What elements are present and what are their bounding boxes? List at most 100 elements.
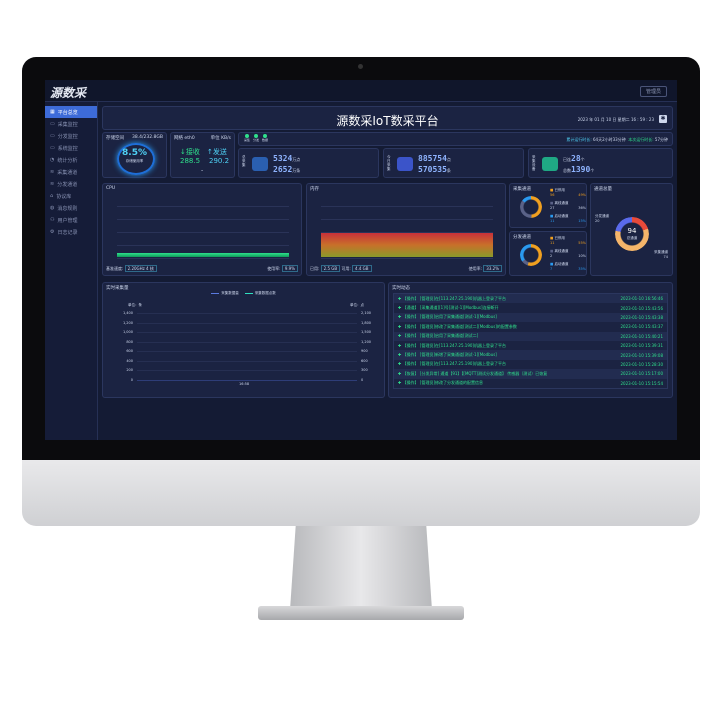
legend-marker bbox=[211, 293, 220, 294]
totals-unit-2: 个 bbox=[590, 168, 595, 173]
channel-stat-pct: 15% bbox=[578, 219, 586, 223]
status-light-label: 采集 bbox=[244, 138, 251, 142]
activity-row[interactable]: ✚ 【操作】 [管理员]启用了采集通道[测试-1][Modbus] 2023-01… bbox=[394, 312, 667, 323]
sidebar-item[interactable]: ◍ 消息规则 bbox=[45, 202, 97, 214]
sidebar-item[interactable]: ▭ 采集监控 bbox=[45, 118, 97, 130]
network-unit: 单位 KB/s bbox=[210, 136, 231, 141]
y-tick-right: 600 bbox=[361, 358, 368, 363]
logo: 源数采 bbox=[50, 86, 87, 100]
channel-stat-count: 56 bbox=[550, 193, 555, 197]
realtime-collect-chart: 实时采集量 采集数据量 采集数据点数 单位：条 单位：点 1,400 2,100 1… bbox=[102, 282, 385, 398]
mem-avail: 4.4 GB bbox=[352, 265, 372, 272]
activity-row[interactable]: ✚ 【操作】 [管理员]新增了采集通道[测试-1][Modbus] 2023-01… bbox=[394, 350, 667, 360]
clock-icon: ◔ bbox=[50, 157, 55, 163]
totals-value-2: 570535 bbox=[418, 165, 447, 174]
channel-stat-pct: 36% bbox=[578, 206, 586, 210]
network-dash: - bbox=[201, 167, 204, 174]
legend-series-1[interactable]: 采集数据量 bbox=[221, 291, 239, 295]
channel-donut bbox=[520, 196, 542, 218]
chart-title: 实时采集量 bbox=[106, 286, 129, 291]
activity-row[interactable]: ✚ 【操作】 [管理员]启用了采集通道[测试二] 2023-01-10 15:40… bbox=[394, 331, 667, 341]
activity-time: 2023-01-10 15:28:30 bbox=[620, 361, 663, 367]
activity-row[interactable]: ✚ 【操作】 [管理员]在[113.247.25.190]机器上登录了平台 202… bbox=[394, 341, 667, 350]
totals-value-1: 28 bbox=[571, 154, 581, 163]
activity-time: 2023-01-10 15:17:00 bbox=[620, 371, 663, 377]
activity-text: [管理员]修改了分发通道的配置信息 bbox=[419, 380, 484, 386]
channel-stat: ■ 离线通道 2 10% bbox=[550, 249, 586, 258]
sidebar-item[interactable]: ▦ 平台总览 bbox=[45, 106, 97, 118]
sidebar-item-label: 分发监控 bbox=[57, 133, 78, 140]
storage-gauge bbox=[117, 143, 155, 175]
collect-channel-count: 74 bbox=[663, 255, 668, 259]
channel-panel-title: 分发通道 bbox=[513, 235, 531, 240]
y-tick-right: 900 bbox=[361, 349, 368, 353]
sidebar-item[interactable]: ⚇ 用户管理 bbox=[45, 214, 97, 226]
send-value: 290.2 bbox=[209, 157, 230, 165]
sidebar-item[interactable]: ▭ 分发监控 bbox=[45, 130, 97, 142]
activity-time: 2023-01-10 15:39:08 bbox=[620, 352, 663, 358]
channel-stat-count: 2 bbox=[550, 254, 553, 258]
chip-icon bbox=[542, 157, 558, 171]
activity-row[interactable]: ✚ 【操作】 [管理员]在[113.247.25.190]机器上登录了平台 202… bbox=[394, 294, 667, 304]
cpu-grid bbox=[117, 194, 289, 259]
channel-donut bbox=[520, 244, 542, 266]
activity-row[interactable]: ✚ 【通道】 [采集通道][1]号[测试-1][Modbus]连接断开 2023-… bbox=[394, 303, 667, 312]
totals-unit-1: 万点 bbox=[292, 157, 301, 162]
activity-title: 实时动态 bbox=[392, 286, 410, 291]
channel-icon: ≋ bbox=[50, 181, 55, 187]
plus-icon: ✚ bbox=[398, 342, 402, 348]
legend-marker bbox=[244, 293, 253, 294]
sidebar-item-label: 采集通道 bbox=[57, 169, 78, 176]
channel-stat: ■ 离线通道 27 36% bbox=[550, 201, 586, 210]
send-label: 发送 bbox=[212, 148, 227, 156]
sidebar-item[interactable]: ⚙ 日志记录 bbox=[45, 226, 97, 238]
y-tick-left: 1,000 bbox=[122, 330, 133, 334]
sidebar-item-label: 用户管理 bbox=[57, 217, 78, 224]
activity-row[interactable]: ✚ 【操作】 [管理员]在[113.247.25.190]机器上登录了平台 202… bbox=[394, 360, 667, 369]
channel-stat-count: 7 bbox=[550, 267, 553, 271]
arrow-up-icon: ↑ bbox=[207, 148, 213, 156]
settings-icon[interactable]: ✱ bbox=[659, 115, 667, 123]
sidebar-item[interactable]: ▭ 系统监控 bbox=[45, 142, 97, 154]
title-bar: 源数采IoT数采平台 2023 年 01 月 10 日 星期二 16 : 59 … bbox=[102, 106, 673, 130]
sidebar-item[interactable]: ⌂ 协议库 bbox=[45, 190, 97, 202]
y-tick-right: 0 bbox=[361, 377, 364, 382]
totals-card: 采集设备 已连28个 总数1390个 bbox=[528, 148, 673, 178]
log-icon: ⚙ bbox=[50, 229, 55, 235]
cpu-usage-label: 使用率: bbox=[267, 266, 281, 271]
home-icon: ⌂ bbox=[50, 193, 54, 199]
v2-label: 总数 bbox=[563, 168, 571, 173]
y-tick-right: 300 bbox=[361, 368, 368, 372]
activity-row[interactable]: ✚ 【操作】 [管理员]修改了分发通道的配置信息 2023-01-10 15:15… bbox=[394, 379, 667, 388]
current-runtime-label: 本次运行时长: bbox=[628, 137, 654, 142]
status-runtime-bar: 采集 分发 数据 累计运行时长: 64天2小时33分钟 本次运行时长: 57分钟 bbox=[238, 132, 673, 146]
activity-text: [管理员]在[113.247.25.190]机器上登录了平台 bbox=[419, 295, 506, 301]
sidebar-item-label: 日志记录 bbox=[57, 229, 78, 236]
channel-stat-pct: 49% bbox=[578, 193, 586, 197]
totals-card: 今日采集 885754点 570535条 bbox=[383, 148, 524, 178]
dist-channels-panel: 分发通道 ■ 已停用 11 55% ■ 离线通道 2 10% ■ 启动通道 7 35% bbox=[509, 231, 587, 276]
activity-time: 2023-01-10 15:15:54 bbox=[620, 380, 663, 386]
status-light: 采集 bbox=[244, 134, 250, 142]
activity-row[interactable]: ✚ 【恢复】 [分发异常] 通道【91】【[MQTT]测试分发通道】 传感器（测… bbox=[394, 369, 667, 379]
channel-total-donut bbox=[615, 217, 649, 251]
totals-label: 总采集 bbox=[242, 155, 246, 167]
activity-time: 2023-01-10 15:40:21 bbox=[620, 333, 663, 339]
y-tick-right: 1,500 bbox=[361, 330, 372, 334]
activity-text: [管理员]启用了采集通道[测试-1][Modbus] bbox=[419, 314, 497, 320]
grid-line bbox=[137, 313, 357, 314]
plus-icon: ✚ bbox=[398, 323, 402, 329]
sidebar-item[interactable]: ◔ 统计分析 bbox=[45, 154, 97, 166]
activity-text: [分发异常] 通道【91】【[MQTT]测试分发通道】 传感器（测试）已恢复 bbox=[419, 370, 548, 376]
plus-icon: ✚ bbox=[398, 305, 402, 311]
admin-button[interactable]: 管理员 bbox=[639, 86, 667, 97]
status-light: 分发 bbox=[253, 134, 259, 142]
activity-row[interactable]: ✚ 【操作】 [管理员]修改了采集通道[测试二][Modbus]的配置参数 202… bbox=[394, 322, 667, 331]
recv-label: 接收 bbox=[185, 148, 200, 156]
grid-line bbox=[137, 370, 357, 371]
sidebar-item[interactable]: ≋ 采集通道 bbox=[45, 166, 97, 178]
legend-series-2[interactable]: 采集数据点数 bbox=[254, 291, 276, 295]
channel-stat-label: 已停用 bbox=[554, 236, 565, 240]
channel-stat-pct: 10% bbox=[578, 254, 586, 258]
sidebar-item[interactable]: ≋ 分发通道 bbox=[45, 178, 97, 190]
